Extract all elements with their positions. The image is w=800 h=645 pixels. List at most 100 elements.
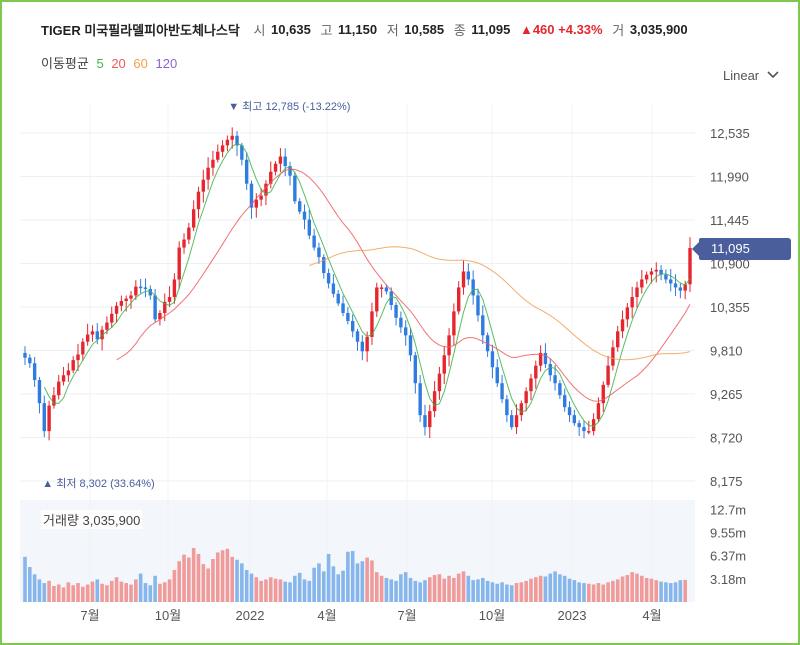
candle-body: [341, 303, 345, 313]
volume-bar: [620, 576, 625, 602]
volume-bar: [71, 585, 75, 602]
candle-body: [558, 383, 562, 396]
ma-legend-label: 이동평균: [41, 56, 89, 71]
candle-body: [505, 399, 509, 416]
volume-bar: [138, 573, 143, 602]
volume-bar: [167, 579, 172, 602]
candle-body: [601, 384, 605, 404]
time-tick-label: 2023: [558, 608, 587, 623]
volume-bar: [630, 572, 634, 602]
candle-body: [524, 391, 528, 404]
candle-body: [466, 271, 471, 280]
candle-body: [375, 287, 379, 312]
candle-body: [317, 247, 321, 258]
candle-body: [211, 159, 215, 168]
volume-bar: [129, 584, 133, 602]
volume-bar: [124, 583, 128, 602]
candle-body: [293, 175, 297, 202]
volume-bar: [28, 567, 32, 602]
chevron-down-icon: [767, 68, 779, 83]
volume-bar: [346, 551, 350, 602]
candle-body: [423, 415, 427, 428]
stock-quote-header: TIGER 미국필라델피아반도체나스닥 시 10,635 고 11,150 저 …: [41, 20, 694, 42]
candle-body: [81, 341, 85, 355]
candle-body: [587, 431, 591, 433]
candle-body: [543, 352, 548, 365]
volume-bar: [495, 583, 500, 602]
price-tick-label: 11,990: [710, 170, 749, 185]
candle-body: [688, 247, 692, 285]
change-value: ▲460: [519, 22, 555, 37]
volume-bar: [649, 578, 654, 602]
candle-body: [403, 327, 408, 336]
ma120-legend[interactable]: 120: [155, 56, 178, 71]
volume-bar: [505, 584, 509, 602]
candle-body: [495, 367, 499, 384]
volume-bar: [587, 583, 591, 602]
candle-body: [447, 335, 451, 356]
volume-bar: [577, 582, 581, 602]
volume-tick-label: 12.7m: [710, 502, 746, 517]
candle-body: [606, 365, 610, 385]
moving-average-legend[interactable]: 이동평균 5 20 60 120: [41, 53, 181, 72]
volume-bar: [355, 563, 360, 602]
candle-body: [110, 313, 114, 323]
volume-bar: [611, 580, 615, 602]
volume-bar: [220, 550, 225, 602]
candle-body: [105, 322, 109, 330]
volume-bar: [235, 559, 239, 602]
volume-bar: [341, 570, 345, 602]
candle-body: [654, 269, 658, 272]
volume-bar: [32, 574, 37, 602]
open-label: 시: [253, 23, 266, 38]
candle-body: [225, 139, 230, 146]
candle-body: [302, 211, 307, 220]
ticker-name: TIGER 미국필라델피아반도체나스닥: [41, 23, 240, 38]
volume-bar: [249, 573, 254, 602]
candle-body: [119, 301, 124, 306]
candle-body: [481, 315, 485, 336]
volume-bar: [384, 577, 389, 602]
candle-body: [264, 183, 268, 196]
ma60-legend[interactable]: 60: [133, 56, 148, 71]
volume-bar: [423, 580, 427, 602]
price-tick-label: 9,810: [710, 344, 743, 359]
volume-bar: [673, 582, 678, 602]
volume-bar: [307, 580, 312, 602]
candle-body: [355, 331, 360, 342]
volume-bar: [264, 579, 268, 602]
candle-body: [206, 167, 210, 180]
candle-body: [514, 415, 519, 428]
candle-body: [529, 378, 533, 392]
candle-body: [490, 351, 495, 368]
volume-bar: [273, 578, 278, 602]
candle-body: [230, 135, 234, 140]
price-tick-label: 9,265: [710, 387, 743, 402]
volume-bar: [572, 580, 577, 602]
candle-body: [143, 287, 148, 290]
volume-bar: [360, 561, 365, 602]
volume-bar: [485, 580, 490, 602]
candle-body: [158, 312, 162, 320]
ma5-legend[interactable]: 5: [96, 56, 104, 71]
volume-bar: [447, 575, 451, 602]
volume-bar: [466, 575, 471, 602]
scale-dropdown[interactable]: Linear: [723, 68, 779, 83]
candle-body: [437, 373, 442, 392]
volume-bar: [293, 575, 297, 602]
volume-bar: [206, 568, 210, 602]
candle-body: [350, 320, 355, 332]
candle-body: [630, 297, 634, 308]
ma20-legend[interactable]: 20: [111, 56, 126, 71]
volume-bar: [56, 584, 61, 602]
candle-body: [182, 239, 186, 248]
time-tick-label: 7월: [397, 608, 416, 623]
candle-body: [259, 195, 263, 200]
volume-bar: [644, 577, 649, 602]
candle-body: [201, 179, 205, 192]
candle-body: [370, 311, 374, 337]
volume-bar: [654, 580, 659, 602]
candle-body: [442, 355, 446, 374]
candle-body: [365, 336, 369, 352]
